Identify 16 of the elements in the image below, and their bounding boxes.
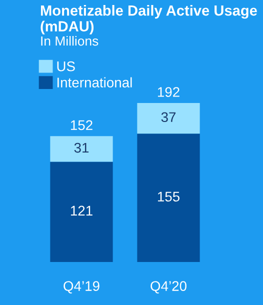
legend-label: International	[58, 77, 132, 88]
legend-label: US	[57, 61, 75, 72]
x-tick-label: Q4’20	[150, 281, 186, 294]
bar	[137, 103, 200, 134]
total-label: 152	[70, 120, 92, 130]
bar	[50, 136, 113, 162]
chart-subtitle: In Millions	[41, 36, 98, 46]
data-label: 121	[70, 206, 92, 216]
data-label: 37	[161, 112, 176, 122]
total-label: 192	[158, 87, 180, 97]
x-tick-label: Q4’19	[64, 281, 100, 294]
data-label: 31	[74, 142, 89, 153]
chart-title: Monetizable Daily Active Usage (mDAU)	[40, 5, 257, 34]
bar	[137, 134, 200, 262]
bar	[50, 162, 113, 262]
data-label: 155	[158, 192, 180, 202]
